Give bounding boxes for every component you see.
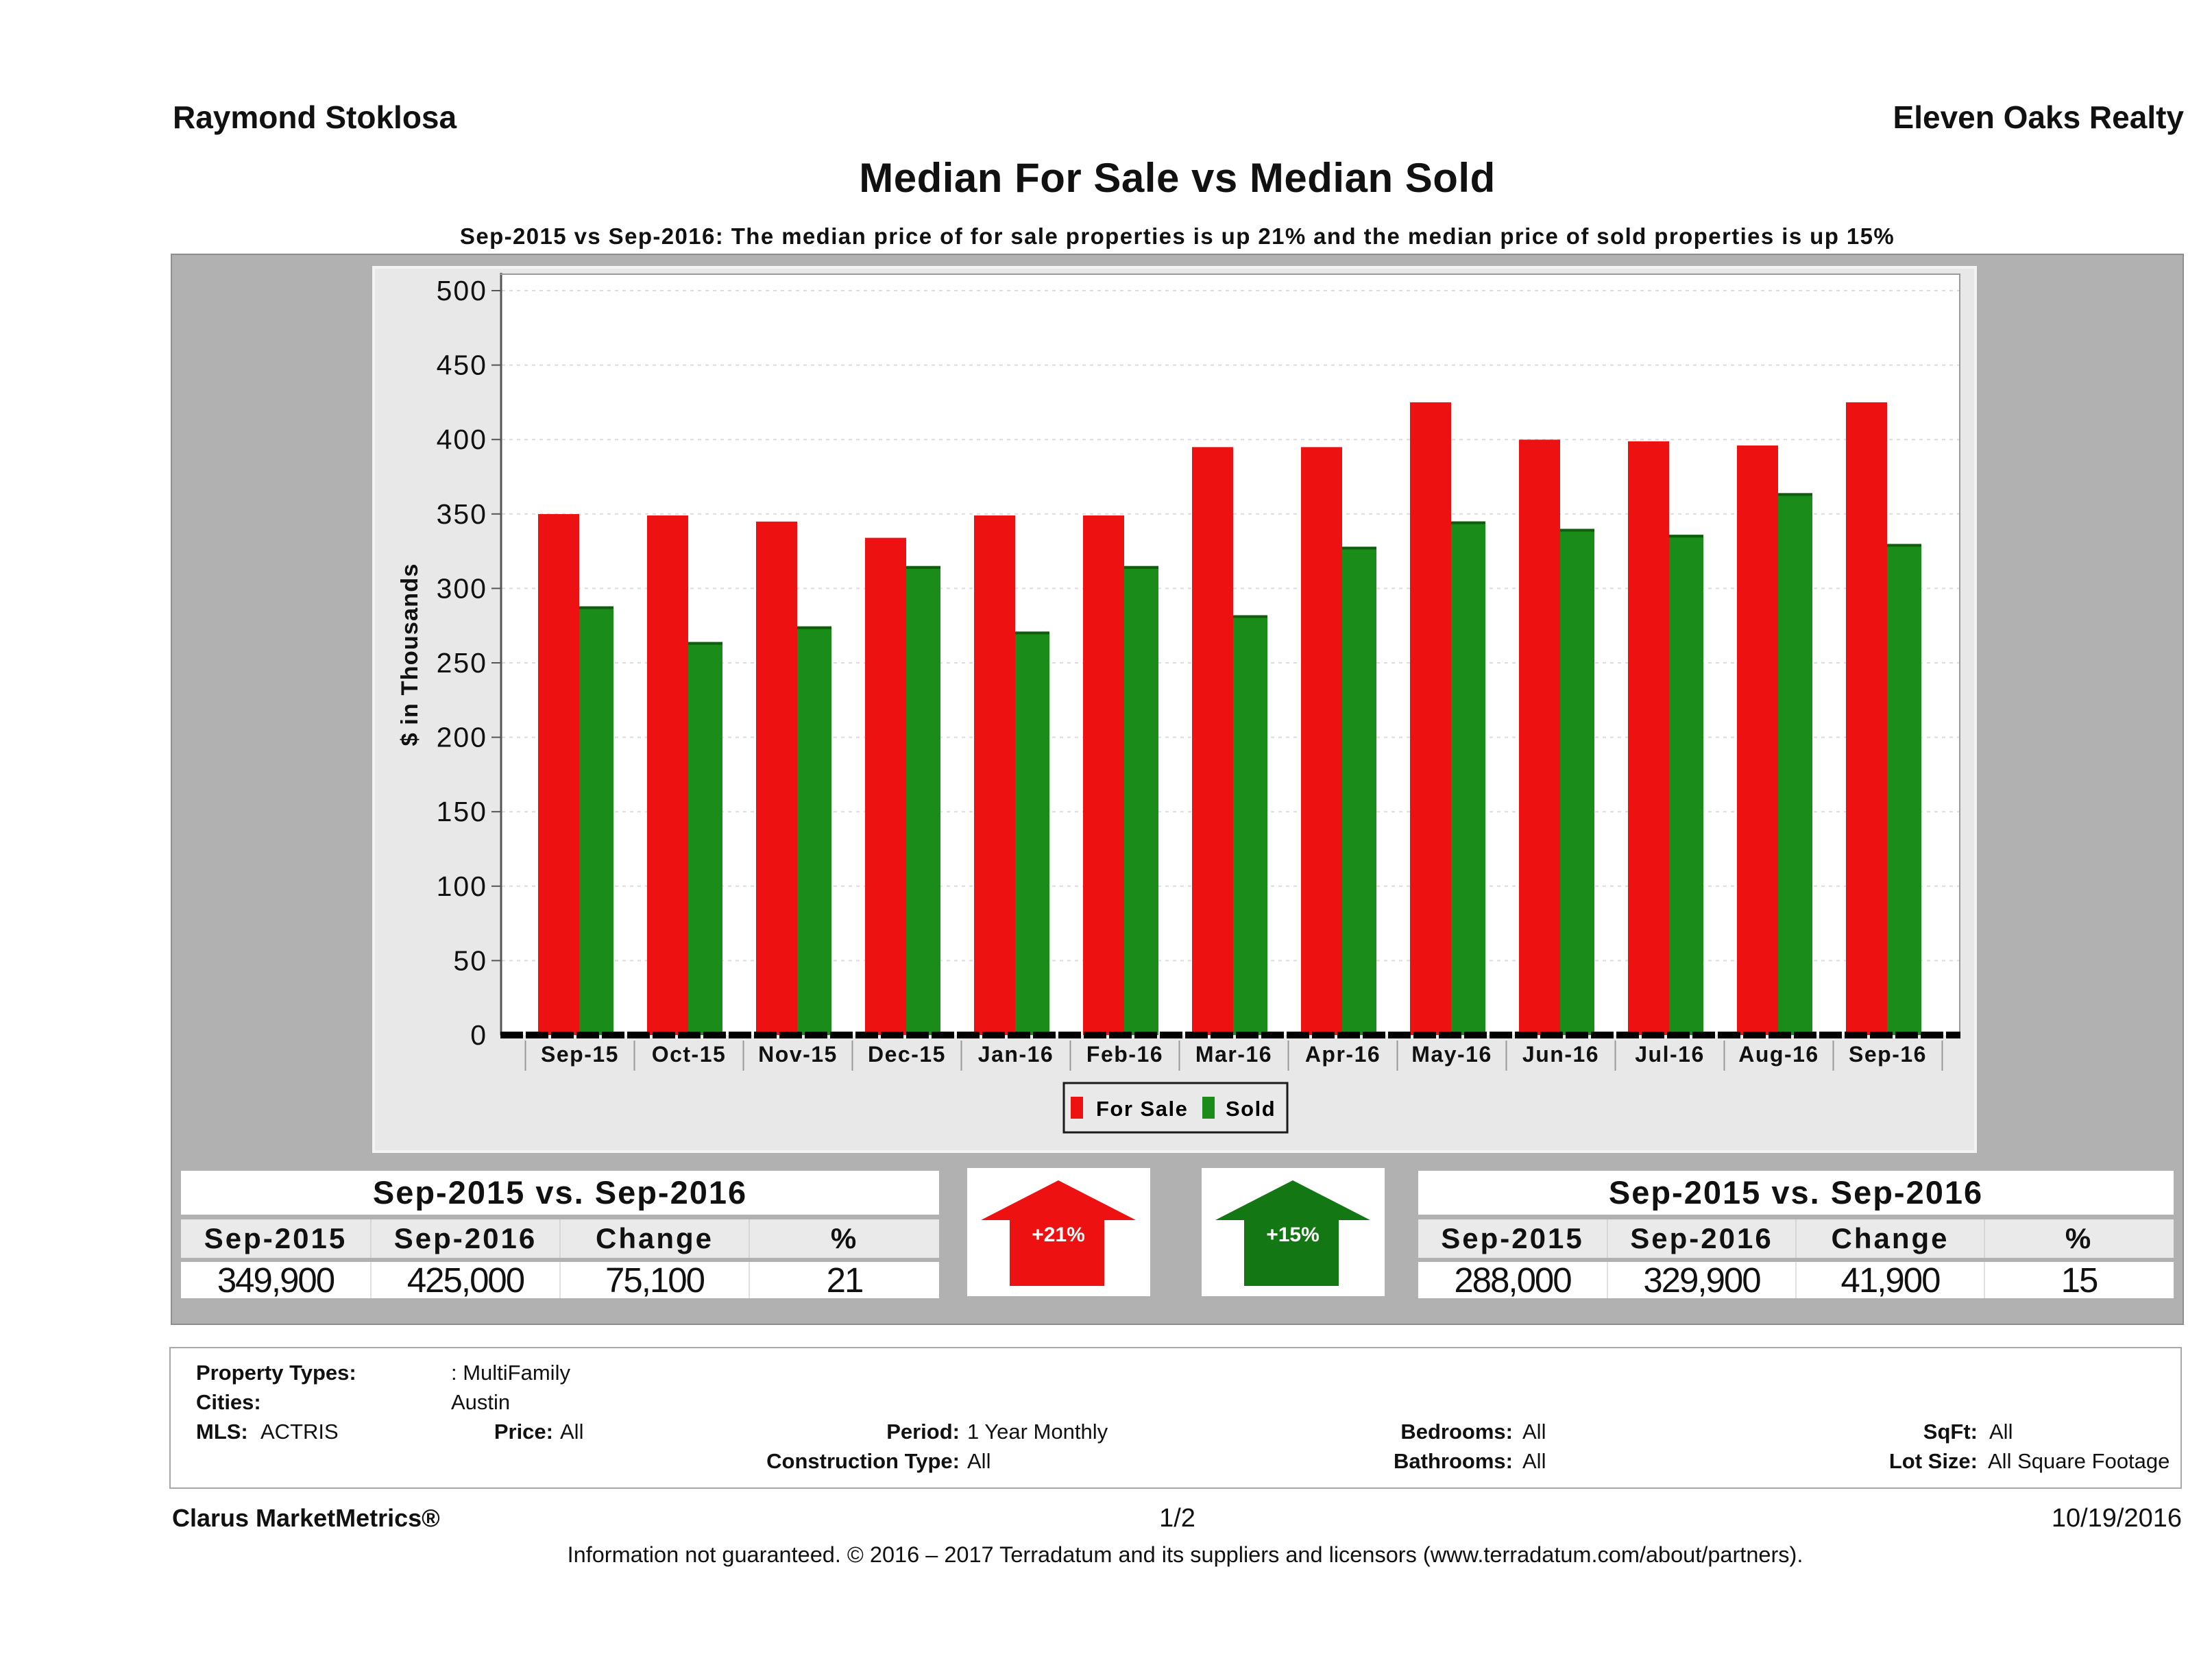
svg-text:Nov-15: Nov-15: [758, 1042, 838, 1067]
svg-text:For Sale: For Sale: [1096, 1097, 1188, 1121]
svg-text:200: 200: [437, 722, 487, 753]
svg-text:Jan-16: Jan-16: [978, 1042, 1054, 1067]
svg-text:+15%: +15%: [1266, 1224, 1320, 1246]
svg-text:300: 300: [437, 572, 487, 604]
svg-text:250: 250: [437, 647, 487, 679]
svg-text:50: 50: [453, 945, 487, 976]
svg-text:Feb-16: Feb-16: [1086, 1042, 1163, 1067]
svg-text:$ in Thousands: $ in Thousands: [397, 563, 423, 746]
svg-text:Apr-16: Apr-16: [1305, 1042, 1381, 1067]
svg-text:May-16: May-16: [1411, 1042, 1492, 1067]
svg-text:Aug-16: Aug-16: [1738, 1042, 1819, 1067]
svg-text:Jul-16: Jul-16: [1635, 1042, 1704, 1067]
svg-text:400: 400: [437, 424, 487, 455]
svg-text:Jun-16: Jun-16: [1522, 1042, 1599, 1067]
svg-text:350: 350: [437, 498, 487, 530]
svg-text:Dec-15: Dec-15: [868, 1042, 946, 1067]
svg-text:Mar-16: Mar-16: [1195, 1042, 1272, 1067]
svg-text:Sep-16: Sep-16: [1849, 1042, 1927, 1067]
svg-text:+21%: +21%: [1032, 1224, 1085, 1246]
svg-text:Sep-15: Sep-15: [541, 1042, 619, 1067]
svg-text:0: 0: [470, 1019, 487, 1051]
svg-text:100: 100: [437, 871, 487, 902]
svg-text:Sold: Sold: [1226, 1097, 1276, 1121]
svg-text:500: 500: [437, 275, 487, 306]
svg-text:150: 150: [437, 796, 487, 827]
svg-text:450: 450: [437, 350, 487, 381]
svg-text:Oct-15: Oct-15: [652, 1042, 727, 1067]
